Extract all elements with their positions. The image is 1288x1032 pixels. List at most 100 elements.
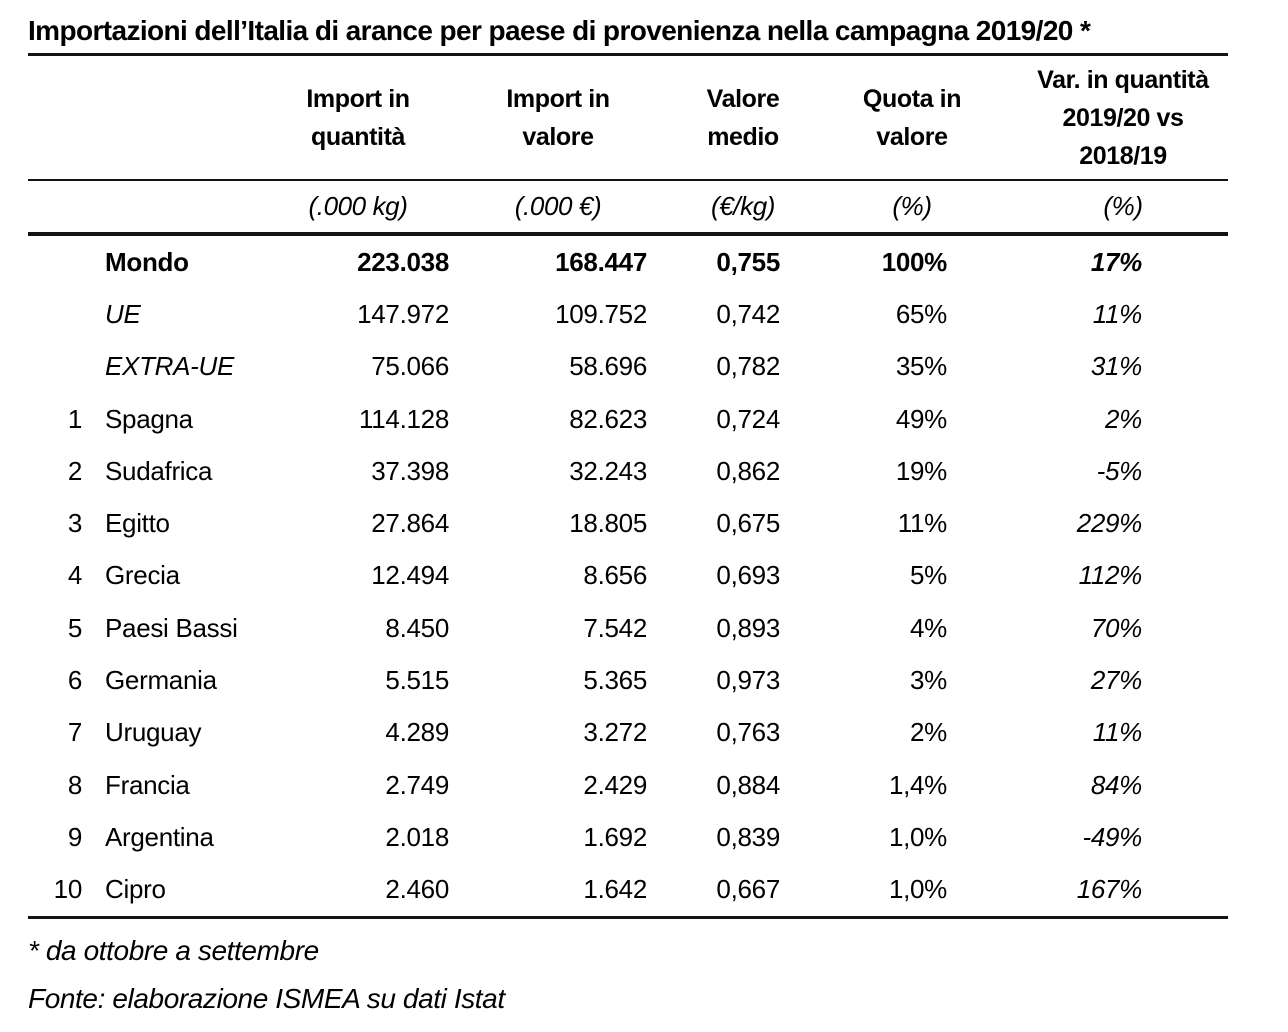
row-rank: 2 (67, 455, 82, 486)
header-divider (28, 179, 1228, 181)
row-avg-val: 0,862 (716, 455, 780, 486)
table-header-row: Import in quantità Import in valore Valo… (28, 56, 1228, 179)
row-share: 49% (895, 403, 947, 434)
unit-variation: (%) (1103, 191, 1143, 221)
row-country: EXTRA-UE (105, 351, 235, 382)
row-share: 1,0% (888, 874, 947, 905)
row-import-qty: 75.066 (371, 351, 449, 382)
column-header-share: Quota in valore (796, 80, 1028, 156)
table-row-uruguay: 7 Uruguay 4.289 3.272 0,763 2% 11% (28, 707, 1228, 759)
unit-import-qty: (.000 kg) (308, 191, 408, 221)
unit-avg-val: (€/kg) (710, 191, 776, 221)
row-import-qty: 4.289 (385, 717, 449, 748)
row-share: 5% (910, 560, 947, 591)
row-share: 2% (910, 717, 947, 748)
row-import-qty: 8.450 (385, 612, 449, 643)
row-avg-val: 0,755 (716, 246, 780, 277)
column-header-avg-val: Valore medio (690, 80, 796, 156)
row-import-qty: 12.494 (371, 560, 449, 591)
title-underline (28, 53, 1228, 56)
footnote-period: * da ottobre a settembre (28, 934, 319, 966)
header-line: Quota in (862, 84, 962, 113)
table-row-sudafrica: 2 Sudafrica 37.398 32.243 0,862 19% -5% (28, 445, 1228, 497)
header-line: Import in (506, 84, 610, 113)
table-row-ue: UE 147.972 109.752 0,742 65% 11% (28, 288, 1228, 340)
row-import-qty: 37.398 (371, 455, 449, 486)
row-import-val: 18.805 (569, 508, 647, 539)
row-country: Egitto (105, 508, 170, 539)
row-variation: 11% (1092, 717, 1143, 748)
row-avg-val: 0,763 (716, 717, 780, 748)
row-import-val: 32.243 (569, 455, 647, 486)
column-header-import-qty: Import in quantità (290, 80, 426, 156)
header-line: Var. in quantità (1037, 65, 1209, 94)
units-divider (28, 232, 1228, 236)
table-row-argentina: 9 Argentina 2.018 1.692 0,839 1,0% -49% (28, 811, 1228, 863)
header-line: medio (707, 122, 779, 151)
row-import-qty: 2.460 (385, 874, 449, 905)
table-row-spagna: 1 Spagna 114.128 82.623 0,724 49% 2% (28, 393, 1228, 445)
row-country: Paesi Bassi (105, 612, 238, 643)
row-import-qty: 223.038 (357, 246, 449, 277)
row-import-val: 1.642 (583, 874, 647, 905)
row-share: 1,0% (888, 821, 947, 852)
row-country: Francia (105, 769, 190, 800)
row-import-val: 109.752 (555, 298, 647, 329)
row-rank: 6 (67, 665, 82, 696)
row-avg-val: 0,893 (716, 612, 780, 643)
row-variation: 70% (1090, 612, 1142, 643)
row-avg-val: 0,693 (716, 560, 780, 591)
row-variation: 167% (1076, 874, 1143, 905)
row-share: 35% (895, 351, 947, 382)
row-country: Cipro (105, 874, 166, 905)
row-variation: 17% (1090, 246, 1142, 277)
row-rank: 9 (67, 821, 82, 852)
row-avg-val: 0,667 (716, 874, 780, 905)
row-country: Sudafrica (105, 455, 213, 486)
row-rank: 4 (67, 560, 82, 591)
table-units-row: (.000 kg) (.000 €) (€/kg) (%) (%) (28, 181, 1228, 232)
unit-import-val: (.000 €) (514, 191, 602, 221)
row-import-qty: 147.972 (357, 298, 449, 329)
header-line: quantità (310, 122, 406, 151)
header-line: valore (522, 122, 594, 151)
row-avg-val: 0,973 (716, 665, 780, 696)
row-country: Mondo (105, 246, 189, 277)
page-title: Importazioni dell’Italia di arance per p… (28, 15, 1091, 46)
row-import-qty: 2.018 (385, 821, 449, 852)
header-line: 2019/20 vs (1062, 103, 1184, 132)
table-row-cipro: 10 Cipro 2.460 1.642 0,667 1,0% 167% (28, 864, 1228, 916)
row-variation: 31% (1090, 351, 1142, 382)
row-variation: -5% (1096, 455, 1143, 486)
row-share: 100% (881, 246, 948, 277)
table-row-extra-ue: EXTRA-UE 75.066 58.696 0,782 35% 31% (28, 341, 1228, 393)
row-import-val: 7.542 (583, 612, 647, 643)
row-variation: 112% (1078, 560, 1143, 591)
table-bottom-border (28, 915, 1228, 919)
header-line: valore (876, 122, 948, 151)
row-share: 19% (895, 455, 947, 486)
table-row-mondo: Mondo 223.038 168.447 0,755 100% 17% (28, 236, 1228, 288)
row-country: Argentina (105, 821, 214, 852)
row-import-qty: 5.515 (385, 665, 449, 696)
row-country: UE (105, 298, 141, 329)
table-row-germania: 6 Germania 5.515 5.365 0,973 3% 27% (28, 654, 1228, 706)
table-row-paesi-bassi: 5 Paesi Bassi 8.450 7.542 0,893 4% 70% (28, 602, 1228, 654)
row-variation: 84% (1090, 769, 1142, 800)
row-avg-val: 0,782 (716, 351, 780, 382)
row-share: 4% (910, 612, 947, 643)
row-variation: 27% (1090, 665, 1142, 696)
row-share: 3% (910, 665, 947, 696)
table-row-francia: 8 Francia 2.749 2.429 0,884 1,4% 84% (28, 759, 1228, 811)
row-import-val: 168.447 (555, 246, 647, 277)
row-variation: 2% (1105, 403, 1142, 434)
row-import-val: 5.365 (583, 665, 647, 696)
row-country: Grecia (105, 560, 180, 591)
row-share: 11% (897, 508, 948, 539)
row-rank: 7 (67, 717, 82, 748)
row-import-val: 82.623 (569, 403, 647, 434)
row-import-val: 58.696 (569, 351, 647, 382)
column-header-import-val: Import in valore (426, 80, 690, 156)
row-share: 1,4% (888, 769, 947, 800)
